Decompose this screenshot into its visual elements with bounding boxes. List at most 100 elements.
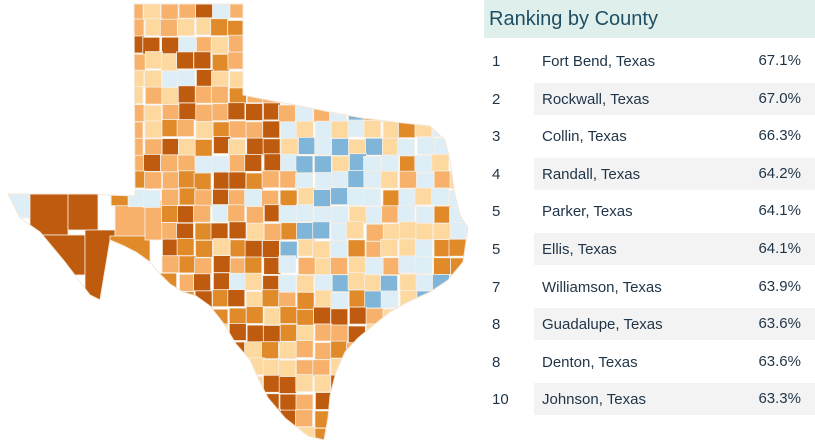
county-shape[interactable] <box>195 426 213 442</box>
county-shape[interactable] <box>212 391 231 410</box>
county-shape[interactable] <box>449 2 467 20</box>
county-shape[interactable] <box>262 36 281 55</box>
county-shape[interactable] <box>144 51 163 69</box>
county-shape[interactable] <box>228 221 247 240</box>
county-shape[interactable] <box>431 187 450 206</box>
county-shape[interactable] <box>210 85 229 104</box>
county-shape[interactable] <box>433 307 452 326</box>
county-shape[interactable] <box>262 374 281 393</box>
county-shape[interactable] <box>246 3 265 20</box>
county-shape[interactable] <box>176 307 195 326</box>
county-shape[interactable] <box>314 172 333 190</box>
county-name[interactable]: Collin, Texas <box>542 128 627 146</box>
county-shape[interactable] <box>330 340 349 359</box>
county-shape[interactable] <box>365 88 384 106</box>
county-shape[interactable] <box>228 171 247 190</box>
county-shape[interactable] <box>398 188 417 207</box>
county-shape[interactable] <box>399 391 418 410</box>
county-shape[interactable] <box>194 189 213 208</box>
county-shape[interactable] <box>161 307 179 326</box>
county-shape[interactable] <box>178 255 197 274</box>
county-shape[interactable] <box>313 155 332 174</box>
county-shape[interactable] <box>314 289 333 308</box>
county-shape[interactable] <box>433 205 452 224</box>
county-shape[interactable] <box>125 391 144 410</box>
county-shape[interactable] <box>397 359 415 378</box>
county-shape[interactable] <box>313 189 332 208</box>
county-shape[interactable] <box>465 85 470 104</box>
county-shape[interactable] <box>295 120 314 139</box>
county-shape[interactable] <box>193 273 212 292</box>
county-shape[interactable] <box>363 170 382 189</box>
county-shape[interactable] <box>397 375 416 394</box>
county-shape[interactable] <box>466 290 470 309</box>
county-shape[interactable] <box>381 205 400 224</box>
county-shape[interactable] <box>279 2 298 19</box>
county-shape[interactable] <box>330 358 349 376</box>
county-shape[interactable] <box>380 290 399 309</box>
county-shape[interactable] <box>245 17 264 36</box>
county-shape[interactable] <box>161 188 180 207</box>
county-shape[interactable] <box>211 358 229 377</box>
county-shape[interactable] <box>160 154 179 173</box>
county-name[interactable]: Johnson, Texas <box>542 391 646 409</box>
county-shape[interactable] <box>416 307 435 326</box>
county-shape[interactable] <box>161 255 180 274</box>
county-shape[interactable] <box>110 188 129 207</box>
county-shape[interactable] <box>228 307 247 326</box>
texas-county-map[interactable] <box>0 0 470 442</box>
county-shape[interactable] <box>262 53 281 71</box>
county-shape[interactable] <box>314 342 333 361</box>
county-shape[interactable] <box>279 52 298 71</box>
county-shape[interactable] <box>398 325 417 344</box>
ranking-row[interactable]: 7 Williamson, Texas 63.9% <box>484 271 815 303</box>
county-shape[interactable] <box>414 391 433 409</box>
county-shape[interactable] <box>380 238 399 257</box>
county-shape[interactable] <box>297 187 316 206</box>
county-shape[interactable] <box>212 204 230 223</box>
county-shape[interactable] <box>195 69 214 87</box>
county-shape[interactable] <box>466 136 470 155</box>
county-shape[interactable] <box>296 324 315 343</box>
county-shape[interactable] <box>127 53 146 72</box>
county-shape[interactable] <box>431 35 450 53</box>
county-shape[interactable] <box>465 409 470 428</box>
county-shape[interactable] <box>211 103 230 122</box>
county-shape[interactable] <box>414 104 433 123</box>
county-shape[interactable] <box>110 120 128 138</box>
county-shape[interactable] <box>263 408 282 427</box>
county-shape[interactable] <box>144 86 163 105</box>
county-shape[interactable] <box>331 138 350 156</box>
county-shape[interactable] <box>382 392 401 411</box>
county-shape[interactable] <box>176 238 195 257</box>
county-shape[interactable] <box>467 325 470 344</box>
county-shape[interactable] <box>296 70 315 89</box>
county-shape[interactable] <box>397 307 416 326</box>
county-shape[interactable] <box>110 155 129 174</box>
county-shape[interactable] <box>433 290 451 309</box>
county-shape[interactable] <box>228 154 247 173</box>
county-shape[interactable] <box>244 409 262 428</box>
county-shape[interactable] <box>450 340 468 359</box>
county-shape[interactable] <box>467 240 470 259</box>
county-shape[interactable] <box>144 427 163 442</box>
county-shape[interactable] <box>365 35 384 54</box>
county-shape[interactable] <box>109 359 127 378</box>
county-shape[interactable] <box>450 155 468 173</box>
county-shape[interactable] <box>347 119 366 138</box>
county-shape[interactable] <box>227 189 246 208</box>
county-shape[interactable] <box>465 375 470 394</box>
county-shape[interactable] <box>380 374 399 393</box>
county-shape[interactable] <box>160 426 178 442</box>
county-shape[interactable] <box>177 138 196 157</box>
county-shape[interactable] <box>194 155 213 174</box>
county-shape[interactable] <box>330 324 349 343</box>
county-shape[interactable] <box>295 53 314 72</box>
county-shape[interactable] <box>227 138 246 157</box>
county-shape[interactable] <box>465 3 470 21</box>
county-shape[interactable] <box>194 138 213 157</box>
ranking-row[interactable]: 5 Ellis, Texas 64.1% <box>484 233 815 265</box>
county-shape[interactable] <box>450 70 468 88</box>
county-shape[interactable] <box>381 408 400 427</box>
county-shape[interactable] <box>108 36 127 55</box>
